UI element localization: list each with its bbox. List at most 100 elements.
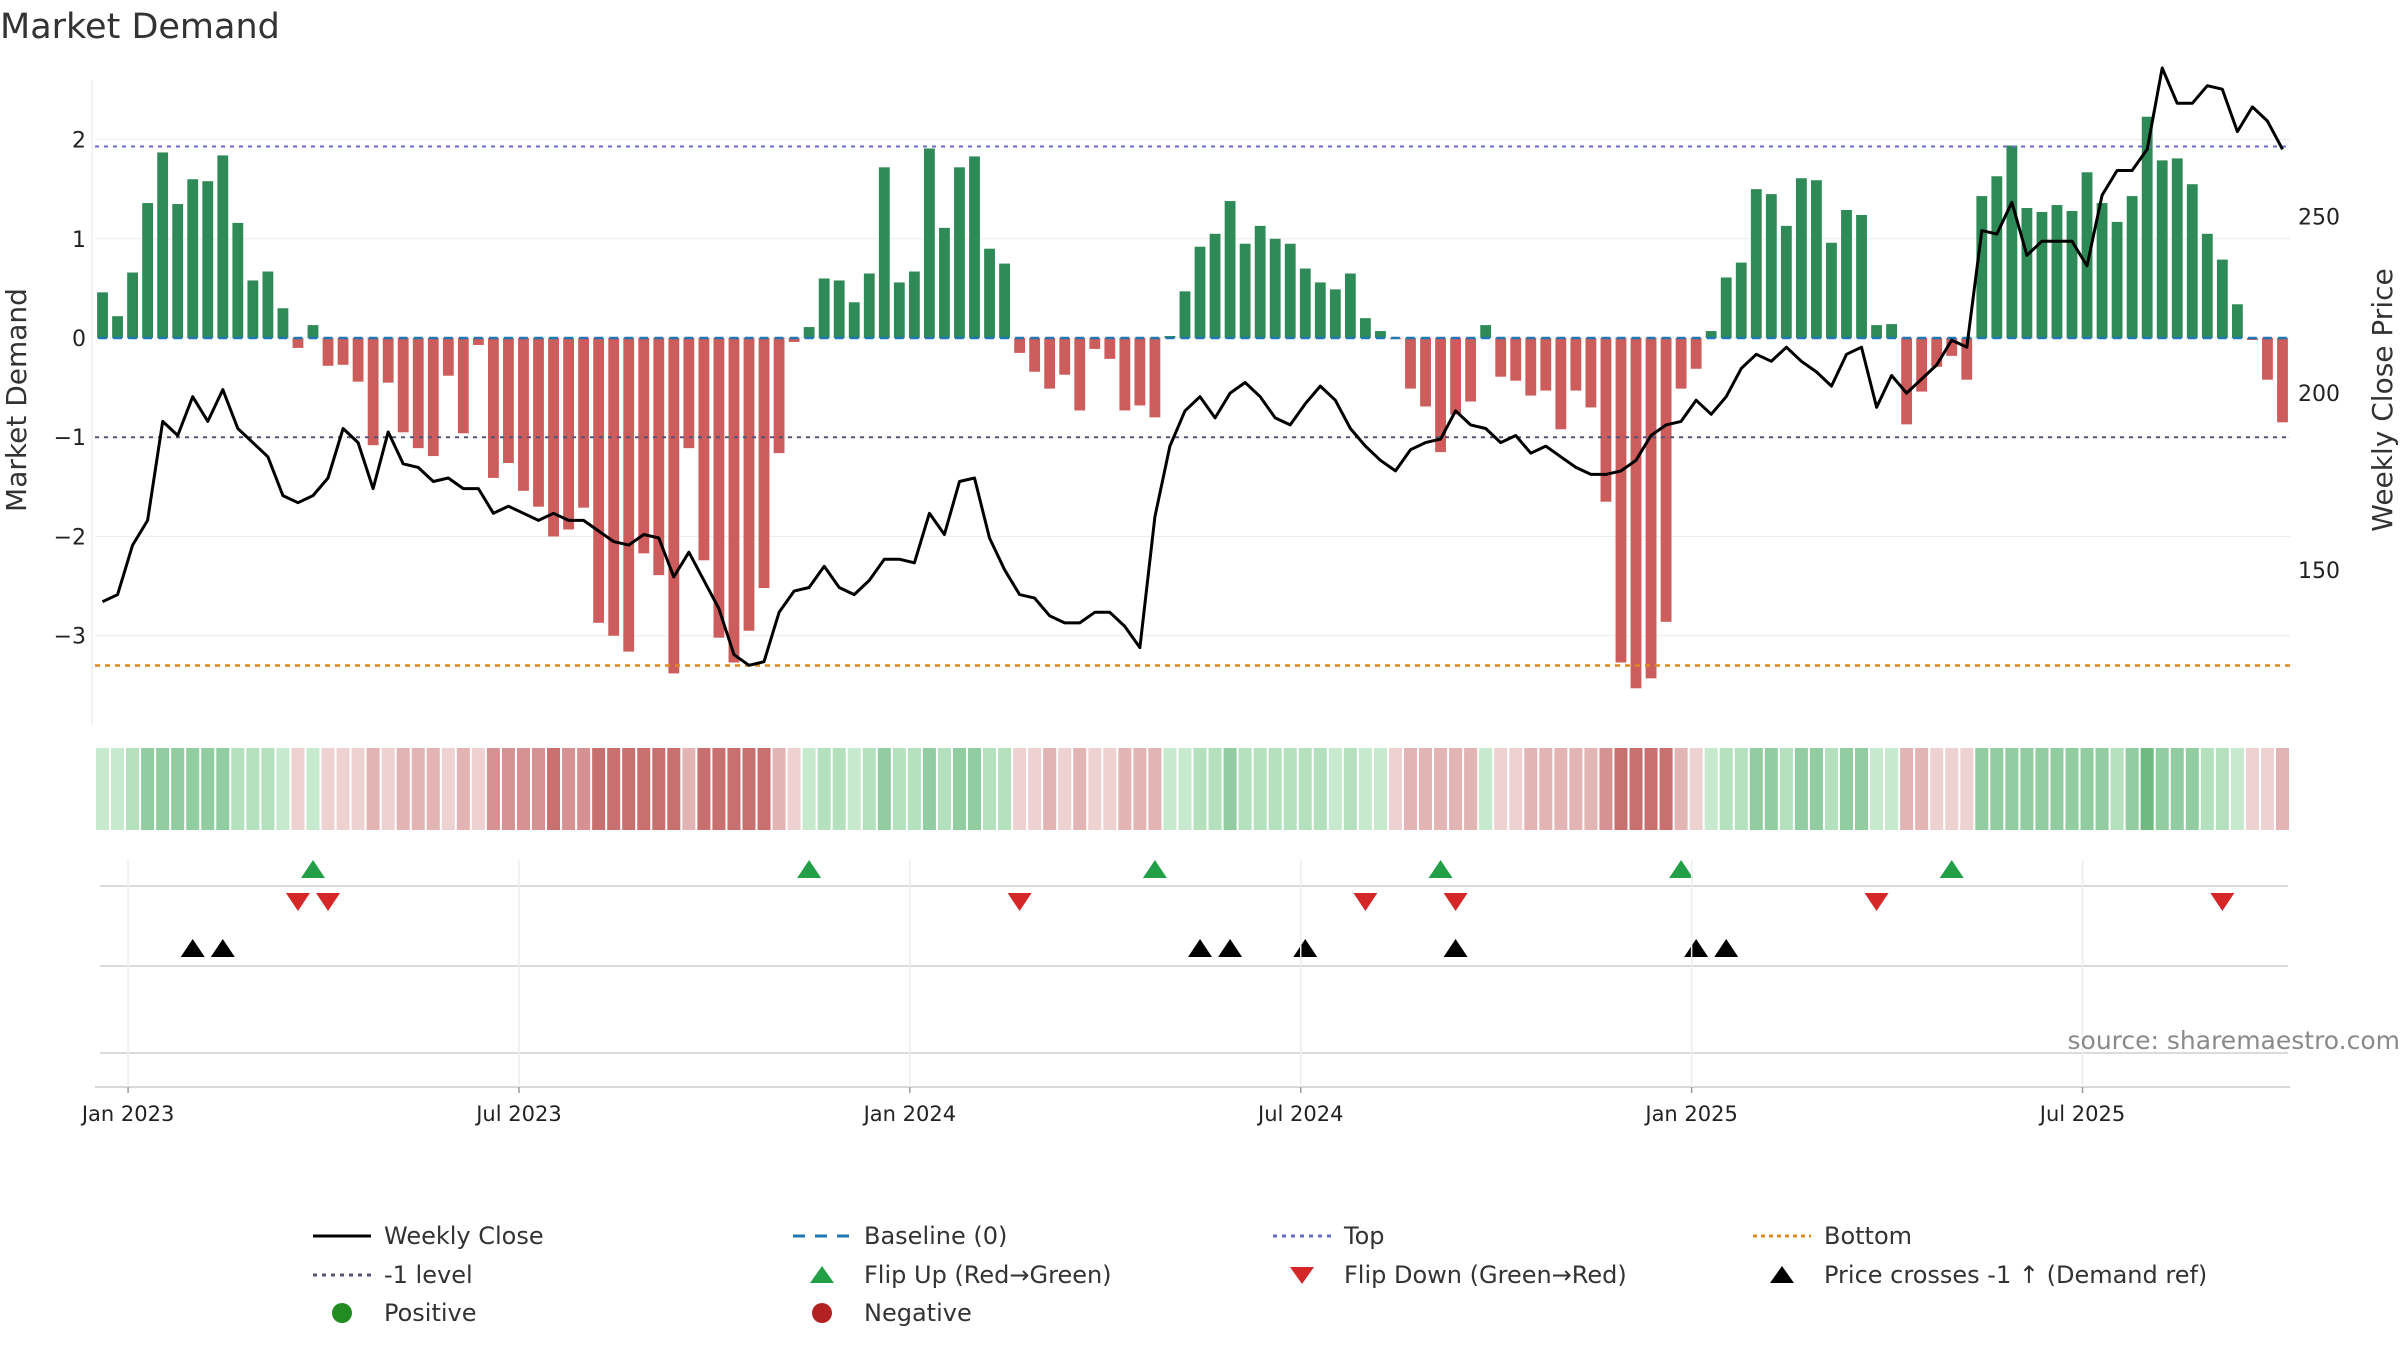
demand-bar: [127, 272, 138, 338]
demand-bar: [2156, 160, 2168, 338]
heat-cell: [562, 748, 576, 830]
flip-down-marker: [285, 893, 310, 911]
heat-cell: [441, 748, 455, 830]
legend-label: -1 level: [384, 1261, 473, 1289]
heat-cell: [592, 748, 606, 830]
heat-cell: [1960, 748, 1974, 830]
heat-cell: [2020, 748, 2034, 830]
heat-cell: [231, 748, 245, 830]
demand-bar: [1735, 262, 1747, 338]
heat-cell: [1088, 748, 1102, 830]
heat-cell: [1509, 748, 1523, 830]
demand-bar: [337, 338, 349, 365]
flip-up-marker: [300, 860, 325, 878]
heat-cell: [2170, 748, 2184, 830]
heat-cell: [1283, 748, 1297, 830]
demand-bar: [1405, 338, 1416, 389]
demand-bar: [487, 338, 499, 478]
demand-bar: [397, 338, 409, 433]
heat-cell: [96, 748, 110, 830]
demand-bar: [1916, 338, 1928, 392]
legend-label: Top: [1343, 1222, 1385, 1250]
heat-cell: [1900, 748, 1914, 830]
demand-bar: [1826, 242, 1837, 338]
demand-bar: [1976, 196, 1988, 338]
heat-cell: [682, 748, 696, 830]
demand-bar: [863, 273, 875, 338]
heat-cell: [1479, 748, 1493, 830]
heat-cell: [952, 748, 966, 830]
heat-cell: [1870, 748, 1884, 830]
flip-up-marker: [1428, 860, 1453, 878]
heat-cell: [697, 748, 711, 830]
heat-cell: [486, 748, 500, 830]
heat-cell: [276, 748, 290, 830]
heat-cell: [111, 748, 125, 830]
heat-cell: [1193, 748, 1207, 830]
demand-bar: [1540, 338, 1552, 391]
demand-bar: [472, 338, 484, 345]
demand-bar: [1134, 338, 1146, 406]
y-axis-label: Market Demand: [0, 288, 33, 512]
demand-bar: [1585, 338, 1597, 408]
demand-bar: [1239, 243, 1251, 338]
heat-cell: [727, 748, 741, 830]
demand-bar: [1329, 289, 1341, 338]
demand-bar: [1209, 233, 1221, 338]
y2-tick-label: 200: [2298, 382, 2340, 407]
heat-cell: [261, 748, 275, 830]
heat-cell: [1148, 748, 1162, 830]
heat-cell: [321, 748, 335, 830]
demand-bar: [713, 338, 725, 638]
demand-bar: [2081, 172, 2093, 338]
flip-down-marker: [1864, 893, 1889, 911]
legend-symbol: [1290, 1267, 1314, 1284]
heat-cell: [2200, 748, 2214, 830]
heat-cell: [1449, 748, 1463, 830]
heat-cell: [1855, 748, 1869, 830]
demand-bar: [1750, 189, 1762, 338]
demand-bar: [683, 338, 695, 449]
heat-cell: [1253, 748, 1267, 830]
weekly-close-polyline: [101, 66, 2284, 667]
demand-bar: [157, 152, 169, 338]
demand-bar: [593, 338, 605, 623]
demand-bar: [563, 338, 574, 530]
demand-bar: [1299, 268, 1311, 338]
heat-cell: [306, 748, 320, 830]
heat-cell: [1178, 748, 1192, 830]
heat-cell: [1043, 748, 1057, 830]
heat-cell: [1208, 748, 1222, 830]
legend-symbol: [810, 1266, 834, 1283]
demand-bar: [638, 338, 650, 554]
demand-bar: [202, 181, 214, 338]
heat-cell: [411, 748, 425, 830]
demand-bar: [1119, 338, 1131, 411]
heat-cell: [1734, 748, 1748, 830]
heat-cell: [1118, 748, 1132, 830]
heat-cell: [2050, 748, 2064, 830]
heat-cell: [1704, 748, 1718, 830]
demand-bar: [292, 338, 304, 348]
heat-cell: [1238, 748, 1252, 830]
price-cross-marker: [210, 939, 235, 957]
demand-bar: [172, 204, 184, 338]
demand-bar: [939, 227, 950, 338]
demand-bar: [803, 327, 815, 338]
demand-bar: [1645, 338, 1657, 679]
event-marker-rows: [100, 860, 2288, 1054]
demand-bar: [1149, 338, 1161, 418]
chart-title: Market Demand: [0, 7, 280, 47]
legend-symbol: [812, 1303, 832, 1323]
legend-label: Bottom: [1824, 1222, 1912, 1250]
demand-bar: [1465, 338, 1477, 402]
demand-bar: [698, 338, 710, 561]
demand-bar: [2141, 116, 2153, 338]
demand-bar: [2066, 210, 2078, 338]
heat-cell: [742, 748, 756, 830]
demand-bar: [1886, 324, 1898, 338]
heat-cell: [2155, 748, 2169, 830]
heat-cell: [983, 748, 997, 830]
demand-bar: [2096, 203, 2108, 338]
demand-bar: [1675, 338, 1687, 389]
